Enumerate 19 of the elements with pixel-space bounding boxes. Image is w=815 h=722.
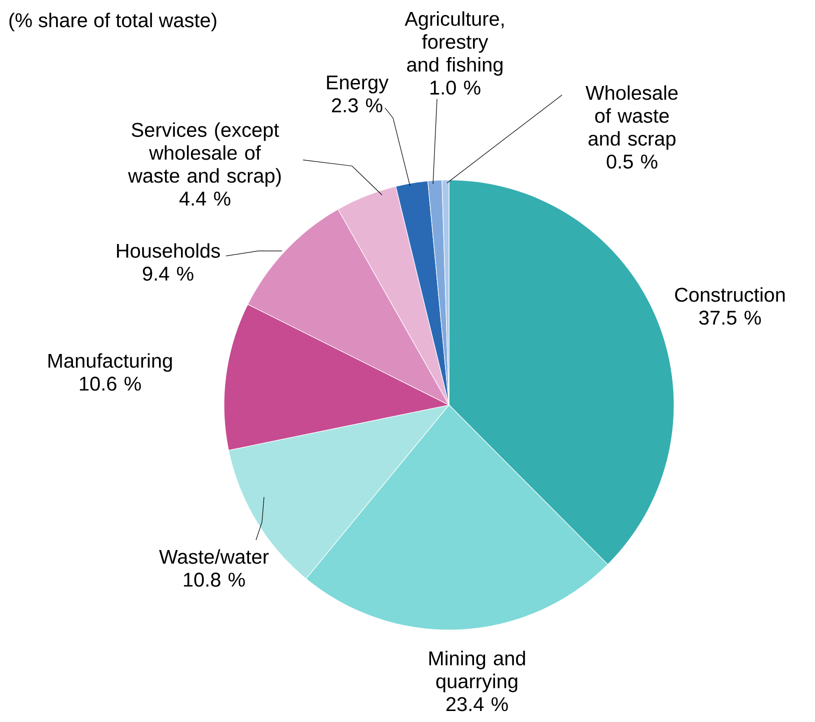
data-label: 23.4 % <box>446 697 508 712</box>
data-label: 0.5 % <box>606 154 658 169</box>
slice-label: Services (except wholesale of waste and scrap) <box>128 122 281 187</box>
slice-label: Wholesale of waste and scrap <box>586 85 678 150</box>
chart-subtitle: (% share of total waste) <box>9 12 216 32</box>
slice-label: Agriculture, forestry and fishing <box>404 11 504 76</box>
data-label: 2.3 % <box>332 98 382 112</box>
slice-label: Energy <box>327 76 389 94</box>
slice-label: Households <box>117 243 220 258</box>
data-label: 10.8 % <box>184 572 245 587</box>
slice-label: Manufacturing <box>48 353 172 372</box>
data-label: 10.6 % <box>80 376 141 391</box>
data-label: 9.4 % <box>142 266 194 281</box>
slice-label: Mining and quarrying <box>429 650 525 692</box>
data-label: 4.4 % <box>179 192 230 206</box>
data-label: 37.5 % <box>699 310 761 325</box>
data-label: 1.0 % <box>430 80 480 95</box>
slice-label: Waste/water <box>159 549 269 564</box>
slice-label: Construction <box>675 287 785 302</box>
